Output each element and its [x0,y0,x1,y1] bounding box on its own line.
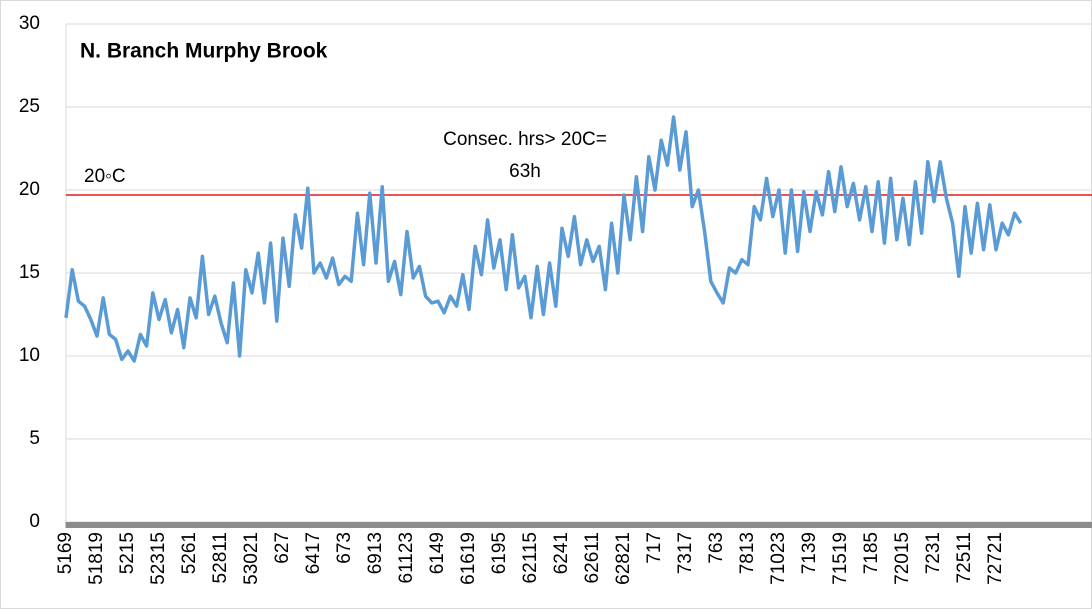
x-tick-label: 61619 [458,532,479,585]
x-tick-label: 72015 [892,532,913,585]
y-tick-label: 10 [19,345,40,366]
y-tick-label: 5 [29,428,40,449]
x-tick-label: 6241 [551,532,572,574]
x-tick-label: 61123 [396,532,417,583]
x-tick-label: 71519 [830,532,851,585]
x-tick-label: 53021 [241,532,262,585]
y-tick-label: 25 [19,96,40,117]
chart-title: N. Branch Murphy Brook [80,40,328,63]
x-tick-label: 5215 [117,532,138,574]
x-tick-label: 72721 [985,532,1006,585]
x-tick-label: 6417 [303,532,324,574]
y-tick-label: 0 [29,511,40,532]
x-axis [66,522,1092,528]
x-tick-label: 5261 [179,532,200,574]
x-tick-label: 52811 [210,532,231,583]
x-tick-label: 71023 [768,532,789,585]
reference-label: 20◦C [84,166,126,187]
x-tick-label: 7231 [923,532,944,574]
x-tick-label: 627 [272,532,293,564]
x-tick-label: 7317 [675,532,696,574]
x-tick-label: 7185 [861,532,882,574]
x-tick-label: 7813 [737,532,758,574]
x-tick-label: 6195 [489,532,510,574]
x-tick-label: 62821 [613,532,634,585]
x-tick-label: 673 [334,532,355,564]
x-tick-label: 6149 [427,532,448,574]
x-tick-label: 62611 [582,532,603,583]
x-tick-label: 72511 [954,532,975,583]
x-tick-label: 717 [644,532,665,564]
x-tick-label: 7139 [799,532,820,574]
y-tick-label: 30 [19,13,40,34]
data-line [64,115,1023,363]
annotation: 63h [509,161,541,182]
x-tick-label: 5169 [55,532,76,574]
x-tick-label: 62115 [520,532,541,583]
x-tick-label: 51819 [86,532,107,585]
x-tick-label: 6913 [365,532,386,574]
y-tick-label: 15 [19,262,40,283]
x-tick-label: 52315 [148,532,169,585]
x-tick-label: 763 [706,532,727,564]
y-tick-label: 20 [19,179,40,200]
annotation: Consec. hrs> 20C= [443,129,607,150]
grid [66,23,1092,523]
